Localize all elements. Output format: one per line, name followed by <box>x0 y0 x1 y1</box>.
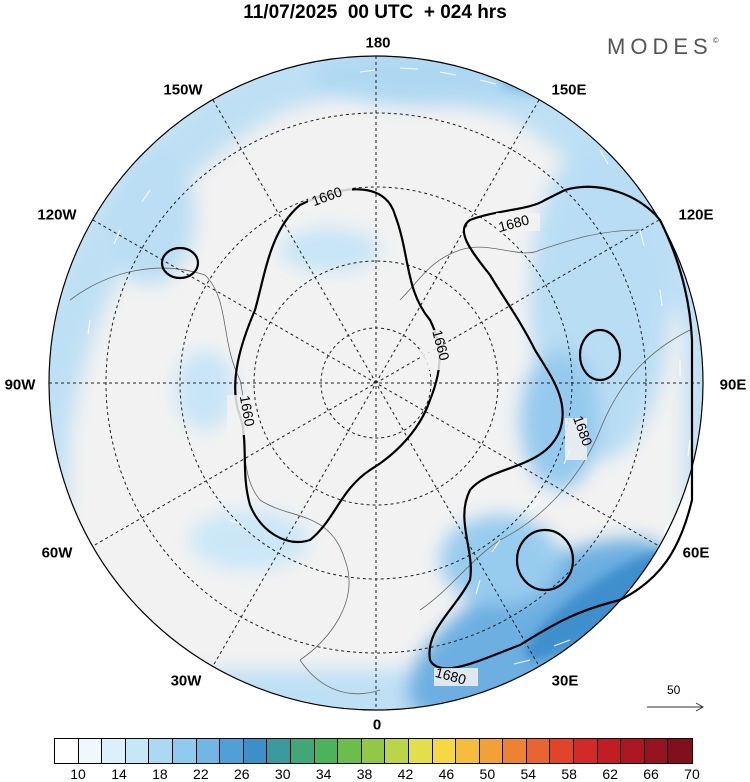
jet-core-hudson <box>175 350 235 430</box>
contour-label-4: 1660 <box>237 394 258 428</box>
jet-core-europe <box>440 515 560 605</box>
geopotential-contours <box>160 185 694 670</box>
colorbar-ticks: 10 14 18 22 26 30 34 38 42 46 50 54 58 62 66 70 <box>54 766 704 782</box>
reference-vector-label: 50 <box>667 683 681 697</box>
jet-core-atlantic <box>190 510 310 570</box>
colorbar-tick-label: 10 <box>70 766 86 782</box>
colorbar-segment <box>172 739 197 763</box>
colorbar-tick-label: 66 <box>643 766 659 782</box>
colorbar-tick-label: 22 <box>193 766 209 782</box>
colorbar-segment <box>220 739 244 763</box>
lon-label-0: 0 <box>372 716 382 734</box>
colorbar-tick-label: 14 <box>111 766 127 782</box>
colorbar <box>54 738 694 764</box>
lon-label-120w: 120W <box>37 206 77 224</box>
wind-speed-shading <box>49 56 703 710</box>
lon-label-90w: 90W <box>4 376 36 394</box>
colorbar-segment <box>408 739 433 763</box>
colorbar-tick-label: 34 <box>315 766 332 782</box>
colorbar-segment <box>479 739 504 763</box>
colorbar-tick-label: 58 <box>561 766 577 782</box>
colorbar-tick-label: 70 <box>684 766 700 782</box>
lon-label-150w: 150W <box>163 81 203 99</box>
contour-closed-pacific <box>160 246 200 280</box>
lon-label-30w: 30W <box>170 672 202 690</box>
lon-label-30e: 30E <box>551 672 579 690</box>
colorbar-segment <box>125 739 150 763</box>
colorbar-segment <box>267 739 291 763</box>
colorbar-tick-label: 26 <box>233 766 250 782</box>
lon-label-90e: 90E <box>719 376 747 394</box>
colorbar-segment <box>550 739 575 763</box>
contour-labels: 1660 1680 1660 1660 1680 1680 <box>227 183 596 688</box>
lon-label-60e: 60E <box>682 544 710 562</box>
contour-1680-east <box>428 185 694 670</box>
colorbar-segment <box>290 739 315 763</box>
contour-label-6: 1680 <box>434 664 468 688</box>
contour-closed-siberia <box>578 328 622 382</box>
colorbar-segment <box>526 739 551 763</box>
lon-label-180: 180 <box>365 34 391 52</box>
brand-name: MODES <box>607 34 713 59</box>
colorbar-segment <box>385 739 409 763</box>
chart-title: 11/07/2025 00 UTC + 024 hrs <box>243 2 507 23</box>
colorbar-segment <box>432 739 457 763</box>
colorbar-tick-label: 50 <box>479 766 496 782</box>
jet-core-northwest <box>105 145 195 285</box>
colorbar-segment <box>314 739 339 763</box>
colorbar-segment <box>78 739 103 763</box>
colorbar-segment <box>574 739 598 763</box>
colorbar-tick-label: 54 <box>520 766 537 782</box>
colorbar-segment <box>243 739 268 763</box>
lon-label-60w: 60W <box>41 544 73 562</box>
reference-vector-arrow <box>647 702 705 712</box>
brand-logo: MODES© <box>607 34 719 60</box>
lon-label-150e: 150E <box>551 81 587 99</box>
contour-1660-polar <box>234 188 441 543</box>
colorbar-tick-label: 18 <box>152 766 168 782</box>
jet-core-canada <box>280 228 380 272</box>
lon-label-120e: 120E <box>678 206 714 224</box>
colorbar-tick-label: 42 <box>397 766 414 782</box>
contour-closed-caspian <box>515 528 575 592</box>
graticule <box>49 56 703 710</box>
contour-label-3: 1660 <box>429 328 453 362</box>
map-border <box>48 55 704 711</box>
colorbar-segment <box>55 739 79 763</box>
colorbar-tick-label: 30 <box>274 766 291 782</box>
colorbar-tick-label: 62 <box>602 766 618 782</box>
colorbar-segment <box>149 739 173 763</box>
colorbar-segment <box>668 739 693 763</box>
colorbar-segment <box>644 739 669 763</box>
colorbar-tick-label: 46 <box>438 766 455 782</box>
colorbar-segment <box>597 739 622 763</box>
colorbar-segment <box>102 739 126 763</box>
jet-core-north-pacific <box>310 56 550 106</box>
colorbar-segment <box>361 739 386 763</box>
colorbar-segment <box>196 739 221 763</box>
colorbar-tick-label: 38 <box>356 766 373 782</box>
colorbar-segment <box>621 739 645 763</box>
contour-label-2: 1680 <box>497 211 531 235</box>
colorbar-segment <box>503 739 527 763</box>
copyright-mark: © <box>712 36 719 45</box>
colorbar-segment <box>456 739 480 763</box>
colorbar-segment <box>338 739 362 763</box>
